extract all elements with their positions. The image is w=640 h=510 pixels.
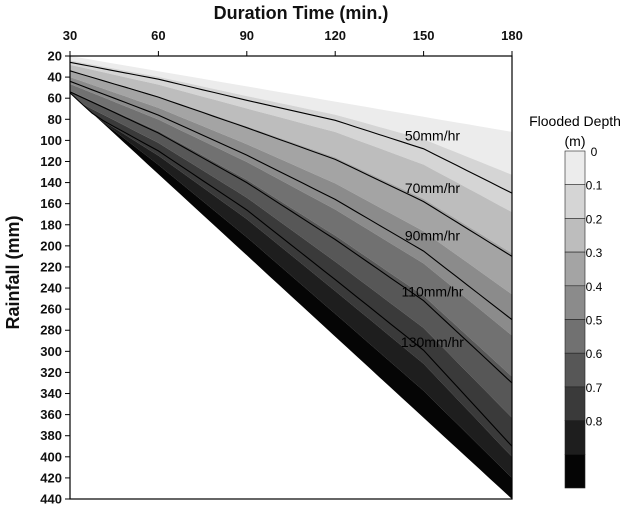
- y-tick-label: 380: [40, 428, 62, 443]
- depth-band: [70, 56, 512, 175]
- y-tick-label: 320: [40, 365, 62, 380]
- y-axis-title: Rainfall (mm): [3, 215, 23, 329]
- legend-level-label: 0.7: [586, 381, 603, 395]
- y-tick-label: 340: [40, 386, 62, 401]
- legend-swatch: [564, 386, 586, 421]
- legend-level-label: 0: [591, 145, 598, 159]
- x-tick-label: 90: [240, 28, 254, 43]
- contour-lines: [69, 61, 513, 447]
- x-tick-label: 180: [501, 28, 523, 43]
- legend-level-label: 0.2: [586, 212, 603, 226]
- legend-swatch: [564, 218, 586, 253]
- legend-swatch: [564, 150, 586, 186]
- y-tick-label: 140: [40, 175, 62, 190]
- y-tick-label: 260: [40, 302, 62, 317]
- legend-level-label: 0.4: [586, 280, 603, 294]
- y-tick-label: 240: [40, 281, 62, 296]
- contour-label: 110mm/hr: [401, 283, 463, 299]
- contour-line: [69, 70, 513, 257]
- y-tick-label: 440: [40, 492, 62, 507]
- legend-level-label: 0.8: [586, 415, 603, 429]
- legend-swatch: [564, 251, 586, 287]
- legend-swatch: [564, 352, 586, 388]
- legend-swatch: [564, 420, 586, 455]
- contour-line: [69, 80, 513, 321]
- legend-level-label: 0.5: [586, 314, 603, 328]
- x-tick-label: 30: [63, 28, 77, 43]
- legend-title: Flooded Depth: [529, 113, 621, 129]
- legend-swatch: [564, 285, 586, 320]
- contour-line: [69, 92, 513, 447]
- legend-level-label: 0.3: [586, 246, 603, 260]
- depth-fill-bands: [70, 56, 512, 500]
- y-axis: 20 40 60 80 100 120 140 160 180 200 220 240 260 280 30…: [40, 49, 70, 507]
- contour-label: 130mm/hr: [401, 334, 464, 350]
- legend-ticks: 0 0.1 0.2 0.3 0.4 0.5 0.6 0.7 0.8: [586, 145, 603, 429]
- x-axis-title: Duration Time (min.): [214, 3, 389, 23]
- legend-level-label: 0.6: [586, 347, 603, 361]
- y-tick-label: 160: [40, 196, 62, 211]
- y-tick-label: 20: [48, 49, 62, 64]
- y-tick-label: 360: [40, 407, 62, 422]
- contour-line: [69, 91, 513, 384]
- y-tick-label: 60: [48, 91, 62, 106]
- legend-swatch: [564, 184, 586, 219]
- contour-line: [69, 61, 513, 194]
- y-tick-label: 80: [48, 112, 62, 127]
- y-tick-label: 200: [40, 238, 62, 253]
- contour-label: 50mm/hr: [405, 127, 461, 143]
- plot-frame: [69, 55, 513, 500]
- y-tick-label: 400: [40, 449, 62, 464]
- y-tick-label: 180: [40, 217, 62, 232]
- y-tick-label: 120: [40, 154, 62, 169]
- x-tick-label: 150: [413, 28, 435, 43]
- legend-title-unit: (m): [565, 133, 586, 149]
- y-tick-label: 300: [40, 344, 62, 359]
- legend: Flooded Depth (m) 0 0.1 0.2 0.3 0.4 0.5 0.6 0.7…: [529, 113, 621, 489]
- y-tick-label: 100: [40, 133, 62, 148]
- x-tick-label: 60: [151, 28, 165, 43]
- y-tick-label: 420: [40, 470, 62, 485]
- legend-swatch: [564, 319, 586, 354]
- depth-band: [70, 92, 512, 500]
- contour-labels: 50mm/hr 70mm/hr 90mm/hr 110mm/hr 130mm/hr: [401, 127, 464, 350]
- y-tick-label: 40: [48, 70, 62, 85]
- legend-swatch: [564, 453, 586, 489]
- y-tick-label: 280: [40, 323, 62, 338]
- contour-label: 90mm/hr: [405, 228, 461, 244]
- x-axis: 30 60 90 120 150 180: [63, 28, 523, 56]
- y-tick-label: 220: [40, 259, 62, 274]
- legend-swatches: [564, 150, 586, 489]
- legend-level-label: 0.1: [586, 179, 603, 193]
- contour-label: 70mm/hr: [405, 180, 461, 196]
- x-tick-label: 120: [324, 28, 346, 43]
